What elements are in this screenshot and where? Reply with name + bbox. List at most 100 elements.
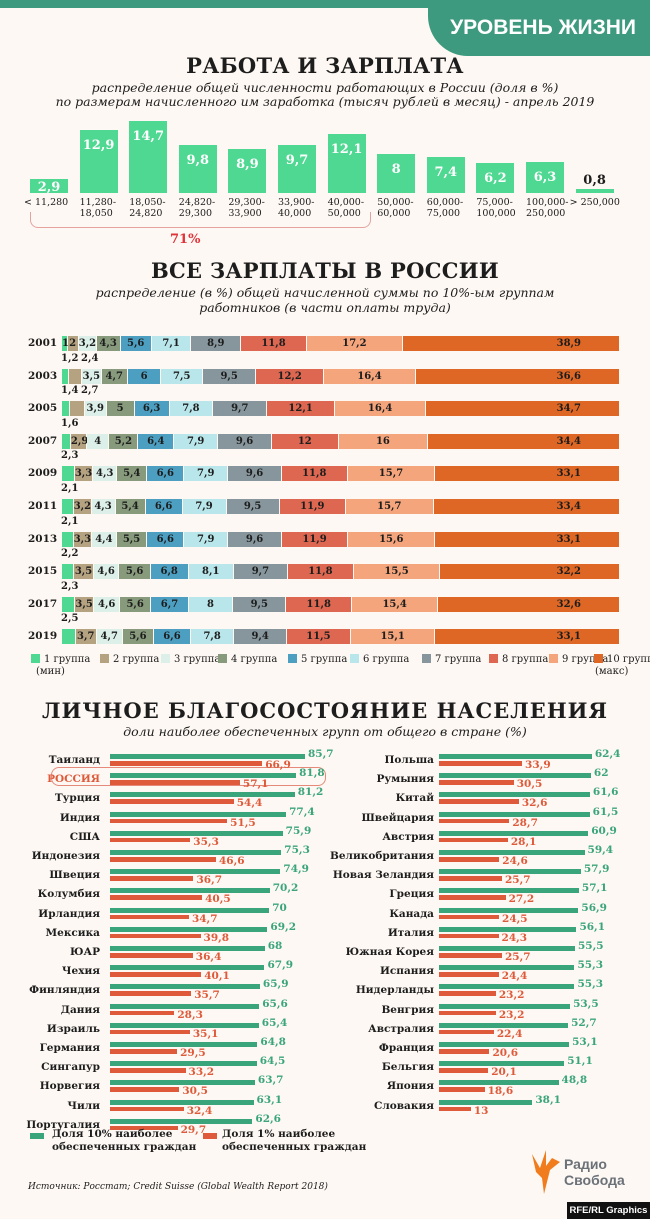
top10-value: 74,9 <box>283 863 309 876</box>
country-name: Турция <box>54 792 100 805</box>
country-name: Чехия <box>61 965 100 978</box>
segment-label: 3,2 <box>78 338 97 349</box>
chart1-subtitle-1: распределение общей численности работающ… <box>91 80 559 95</box>
segment-label: 3,2 <box>73 501 92 512</box>
segment-group-2: 3,3 <box>74 466 94 482</box>
year-label: 2013 <box>28 532 58 545</box>
year-label: 2019 <box>28 630 58 643</box>
segment-group-8: 12,1 <box>267 401 335 417</box>
segment-group-4: 5,6 <box>120 596 152 612</box>
top1-bar <box>110 933 201 939</box>
top10-value: 75,9 <box>285 824 312 837</box>
year-label: 2011 <box>28 500 58 512</box>
top1-value: 46,6 <box>219 855 245 867</box>
segment-group-9: 15,5 <box>353 564 441 580</box>
segment-label: 9,7 <box>251 566 270 578</box>
segment-label: 7,8 <box>182 403 200 415</box>
segment-group-2: 3,3 <box>73 531 93 547</box>
top10-bar <box>110 1003 260 1009</box>
legend-1pct: Доля 1% наиболее обеспеченных граждан <box>222 1128 367 1153</box>
top1-bar <box>439 1087 485 1092</box>
top10-bar <box>439 1022 569 1028</box>
segment-label: 9,6 <box>245 533 264 545</box>
top1-bar <box>439 1068 489 1073</box>
segment-group-2: 2 <box>67 336 79 351</box>
top1-value: 51,5 <box>230 816 256 829</box>
top1-value: 24,3 <box>501 931 528 944</box>
year-label: 2007 <box>28 434 58 447</box>
segment-label-above: 2,5 <box>61 613 79 625</box>
segment-group-4: 5,6 <box>119 564 151 580</box>
top10-bar <box>439 1099 533 1105</box>
top10-value: 64,5 <box>259 1055 286 1068</box>
top10-bar <box>439 1061 565 1067</box>
year-label: 2017 <box>28 597 58 610</box>
top1-bar <box>439 991 496 996</box>
segment-group-2 <box>69 401 85 417</box>
category-label: 29,300- 33,900 <box>228 197 265 219</box>
top10-value: 48,8 <box>561 1074 588 1087</box>
segment-group-5: 6 <box>127 368 162 384</box>
segment-label: 33,1 <box>556 533 581 545</box>
segment-label: 16,4 <box>367 403 393 415</box>
segment-label: 12 <box>297 435 312 447</box>
segment-group-9: 15,7 <box>347 466 436 482</box>
top1-bar <box>439 1010 496 1016</box>
top1-bar <box>110 1068 186 1073</box>
segment-group-9: 15,6 <box>348 531 436 547</box>
top10-bar <box>110 811 287 817</box>
year-label: 2001 <box>28 337 58 349</box>
top10-bar <box>110 926 268 932</box>
top1-bar <box>110 761 263 766</box>
segment-label: 6,6 <box>156 468 174 480</box>
segment-label: 32,6 <box>556 598 581 610</box>
top1-value: 18,6 <box>487 1085 514 1098</box>
segment-group-7: 8,9 <box>191 336 242 351</box>
segment-group-1 <box>62 466 75 482</box>
top10-value: 75,3 <box>284 844 310 856</box>
segment-label: 4,7 <box>105 370 123 382</box>
category-label: 75,000- 100,000 <box>476 197 516 219</box>
segment-group-8: 11,5 <box>286 629 352 645</box>
top1-bar <box>110 876 194 881</box>
segment-group-7: 9,6 <box>228 466 282 482</box>
chart2-title: ВСЕ ЗАРПЛАТЫ В РОССИИ <box>150 258 500 283</box>
top1-bar <box>110 799 234 804</box>
segment-group-2: 3,5 <box>74 596 95 612</box>
segment-label: 3,7 <box>77 631 95 643</box>
segment-group-8: 12,2 <box>256 368 325 384</box>
chart3-subtitle: доли наиболее обеспеченных групп от обще… <box>123 724 527 739</box>
segment-group-4: 5,4 <box>115 499 146 514</box>
top1-bar <box>110 895 203 900</box>
segment-group-10: 32,2 <box>440 564 620 580</box>
segment-label: 34,4 <box>556 435 581 447</box>
top1-bar <box>110 818 228 824</box>
top1-value: 27,2 <box>508 893 535 906</box>
segment-group-6: 7,9 <box>184 466 229 482</box>
top10-bar <box>439 946 575 951</box>
segment-group-8: 12 <box>271 433 339 449</box>
segment-label: 33,1 <box>556 468 581 480</box>
top10-value: 62,4 <box>594 748 621 760</box>
top1-value: 25,7 <box>504 874 531 887</box>
top10-bar <box>110 754 305 759</box>
top10-value: 81,8 <box>299 767 325 780</box>
legend-item: 3 группа <box>161 654 220 665</box>
top1-bar <box>439 1049 490 1054</box>
segment-group-5: 6,6 <box>147 466 185 482</box>
bar-value-label: 14,7 <box>132 128 165 144</box>
segment-group-5: 6,3 <box>134 401 170 417</box>
legend-label: 7 группа <box>435 654 482 665</box>
year-label: 2005 <box>28 402 58 415</box>
segment-label: 6,4 <box>147 435 165 447</box>
top10-bar <box>439 792 590 798</box>
top1-value: 20,6 <box>492 1047 519 1059</box>
top10-value: 51,1 <box>567 1055 593 1068</box>
chart1-title: РАБОТА И ЗАРПЛАТА <box>186 53 464 78</box>
segment-group-7: 9,6 <box>218 433 272 449</box>
segment-label: 12,1 <box>288 403 313 415</box>
category-label: 40,000- 50,000 <box>327 197 365 219</box>
top1-bar <box>439 857 500 862</box>
logo-line-1: Радио <box>564 1156 607 1172</box>
legend-swatch <box>489 654 498 663</box>
